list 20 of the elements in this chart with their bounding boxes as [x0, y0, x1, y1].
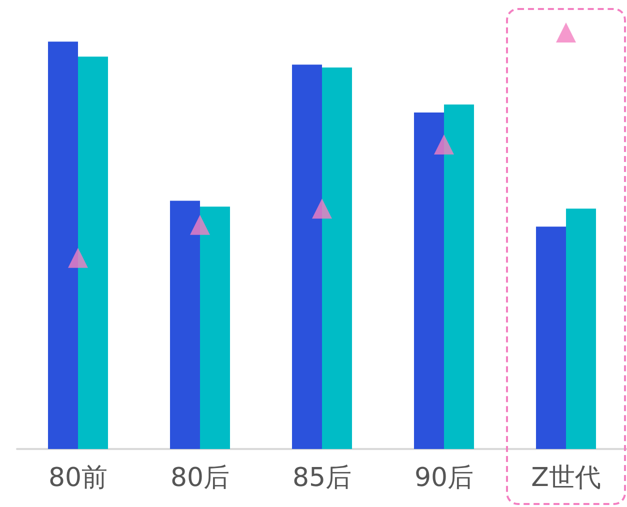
bar: [48, 42, 78, 449]
bar: [536, 226, 566, 449]
point: [556, 22, 576, 42]
point: [68, 248, 88, 268]
bar: [444, 104, 474, 449]
bar: [170, 200, 200, 449]
bar: [200, 206, 230, 449]
x-tick-label: Z世代: [531, 463, 601, 493]
x-tick-label: 90后: [414, 463, 474, 493]
bar: [292, 64, 322, 449]
x-tick-label: 85后: [292, 463, 352, 493]
point: [434, 134, 454, 155]
bar: [78, 56, 108, 449]
x-tick-label: 80前: [48, 463, 108, 493]
point: [312, 198, 332, 219]
bar: [322, 67, 352, 449]
point: [190, 214, 210, 235]
bar: [566, 208, 596, 449]
bar: [414, 112, 444, 449]
x-tick-label: 80后: [170, 463, 230, 493]
